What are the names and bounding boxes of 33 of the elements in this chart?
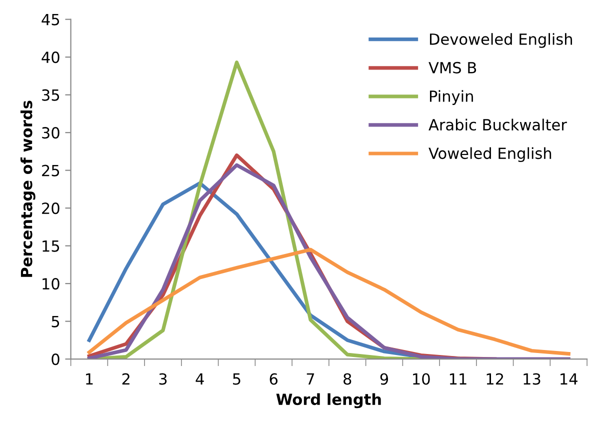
y-tick-label: 5 — [52, 316, 60, 328]
legend-label: Voweled English — [428, 147, 552, 162]
x-tick-label: 6 — [270, 373, 278, 385]
x-tick-label: 5 — [233, 373, 240, 385]
y-tick-label: 20 — [42, 202, 60, 214]
x-axis-title: Word length — [276, 393, 381, 408]
y-tick-label: 25 — [42, 164, 60, 176]
x-tick-label: 14 — [560, 373, 578, 385]
x-tick-label: 7 — [306, 373, 314, 385]
x-tick-label: 1 — [86, 373, 93, 385]
y-tick-label: 10 — [42, 278, 60, 290]
legend-label: Devoweled English — [430, 33, 572, 48]
x-tick-label: 3 — [159, 373, 167, 385]
legend-label: VMS B — [428, 62, 476, 74]
y-tick-label: 45 — [42, 14, 60, 26]
line-series — [87, 163, 570, 360]
line-series — [87, 248, 570, 356]
y-tick-label: 15 — [42, 240, 60, 252]
y-axis-title: Percentage of words — [20, 100, 36, 277]
x-tick-label: 10 — [413, 373, 430, 385]
x-tick-label: 13 — [524, 373, 540, 385]
legend-label: Arabic Buckwalter — [428, 118, 567, 131]
x-tick-label: 2 — [122, 373, 130, 385]
x-tick-label: 12 — [486, 373, 504, 385]
x-tick-label: 11 — [450, 373, 466, 385]
y-tick-label: 40 — [42, 52, 60, 64]
x-tick-label: 8 — [344, 373, 352, 385]
x-tick-label: 9 — [380, 373, 388, 385]
y-tick-label: 30 — [42, 127, 60, 139]
legend-label: Pinyin — [430, 90, 473, 105]
x-tick-label: 4 — [196, 373, 204, 385]
y-tick-label: 35 — [42, 89, 60, 101]
y-tick-label: 0 — [52, 354, 60, 366]
